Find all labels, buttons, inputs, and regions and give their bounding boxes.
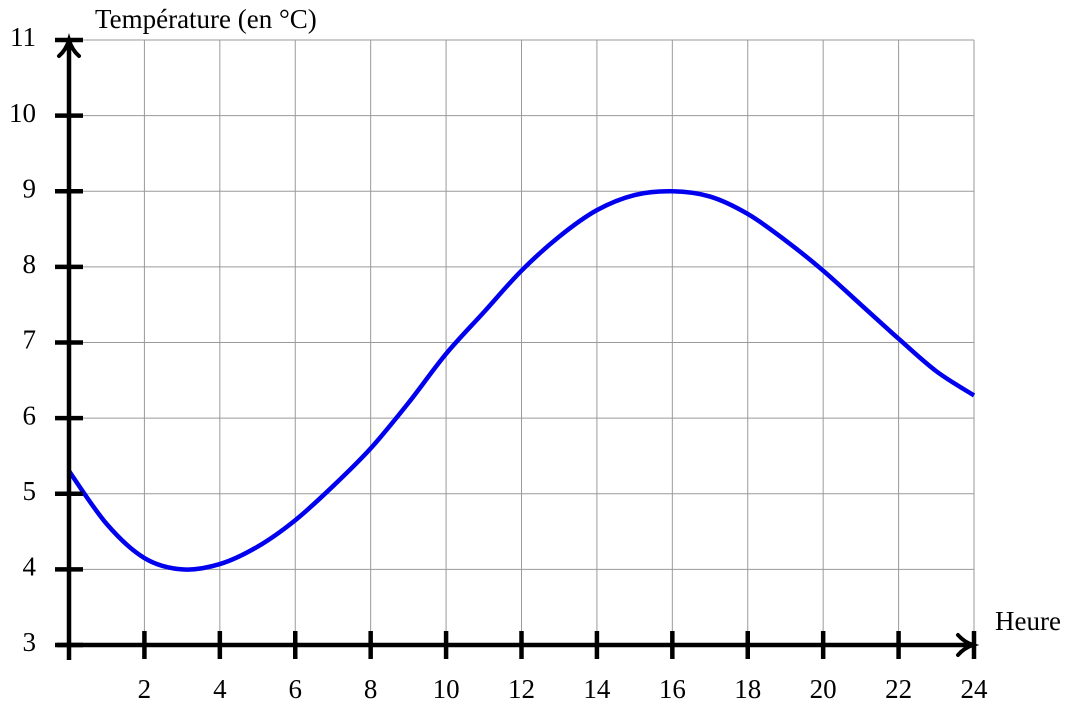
y-tick-label: 5 <box>23 476 37 506</box>
grid <box>69 39 975 646</box>
x-tick-label: 12 <box>508 674 535 704</box>
y-tick-label: 11 <box>10 22 36 52</box>
axes <box>55 33 980 660</box>
line <box>67 188 976 572</box>
x-tick-label: 16 <box>659 674 686 704</box>
y-tick-label: 3 <box>23 627 37 657</box>
y-tick-label: 4 <box>23 552 37 582</box>
x-tick-label: 24 <box>961 674 989 704</box>
y-tick-label: 9 <box>23 173 37 203</box>
y-tick-label: 6 <box>23 400 37 430</box>
x-tick-label: 8 <box>364 674 378 704</box>
x-tick-label: 22 <box>885 674 912 704</box>
y-tick-label: 8 <box>23 249 37 279</box>
y-axis-label: Température (en °C) <box>95 4 317 34</box>
x-tick-label: 20 <box>810 674 837 704</box>
x-tick-label: 18 <box>734 674 761 704</box>
y-tick-label: 7 <box>23 325 37 355</box>
y-tick-label: 10 <box>9 98 36 128</box>
x-tick-label: 10 <box>433 674 460 704</box>
x-tick-label: 6 <box>289 674 303 704</box>
x-tick-label: 2 <box>138 674 152 704</box>
x-axis-label: Heure <box>995 606 1061 636</box>
plot <box>67 188 976 572</box>
x-tick-label: 4 <box>213 674 227 704</box>
x-tick-label: 14 <box>583 674 611 704</box>
